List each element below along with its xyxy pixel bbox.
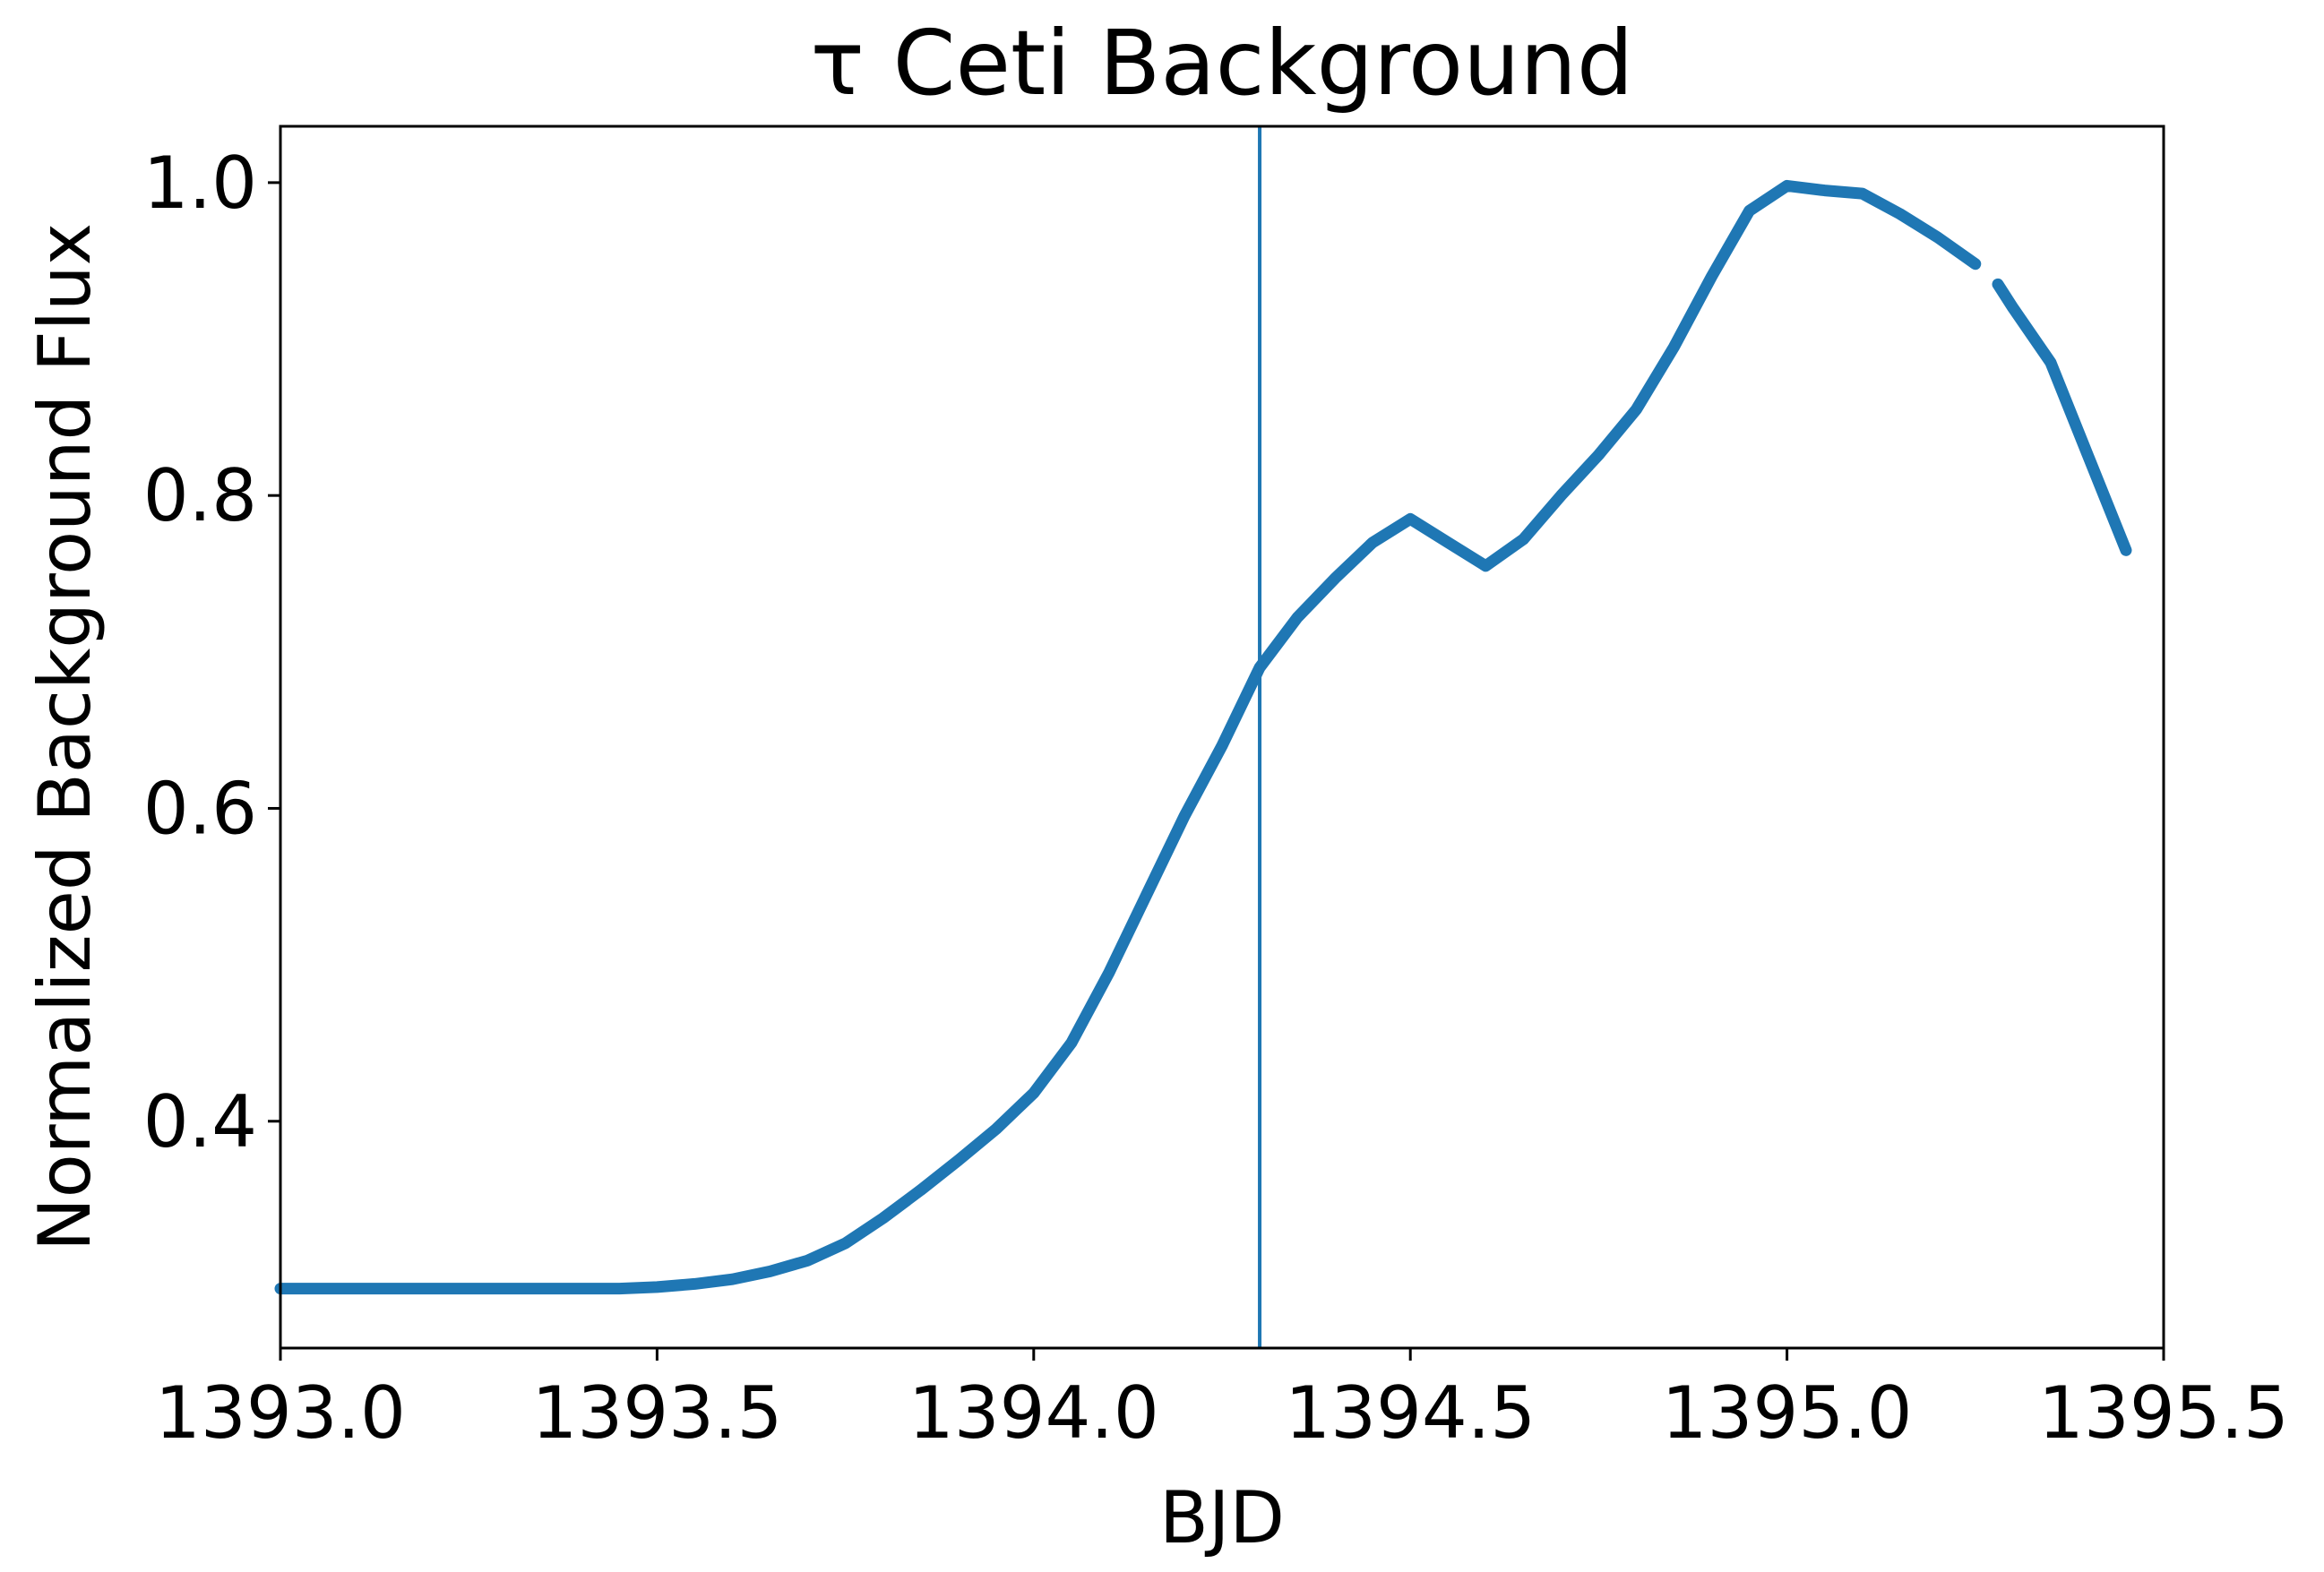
- y-tick-label: 1.0: [143, 142, 257, 225]
- x-tick-label: 1395.0: [1662, 1371, 1913, 1455]
- y-tick-label: 0.4: [143, 1080, 257, 1164]
- x-axis-label: BJD: [1159, 1476, 1285, 1559]
- data-line: [274, 179, 2132, 1295]
- x-tick-label: 1393.0: [155, 1371, 406, 1455]
- y-axis-label: Normalized Background Flux: [23, 223, 107, 1251]
- plot-frame: [279, 125, 2165, 1350]
- x-tick-label: 1394.5: [1285, 1371, 1536, 1455]
- chart-title: τ Ceti Background: [811, 11, 1634, 116]
- x-tick-label: 1393.5: [531, 1371, 782, 1455]
- y-tick-label: 0.8: [143, 454, 257, 537]
- x-tick-label: 1395.5: [2038, 1371, 2289, 1455]
- y-tick-label: 0.6: [143, 767, 257, 850]
- x-tick-label: 1394.0: [908, 1371, 1159, 1455]
